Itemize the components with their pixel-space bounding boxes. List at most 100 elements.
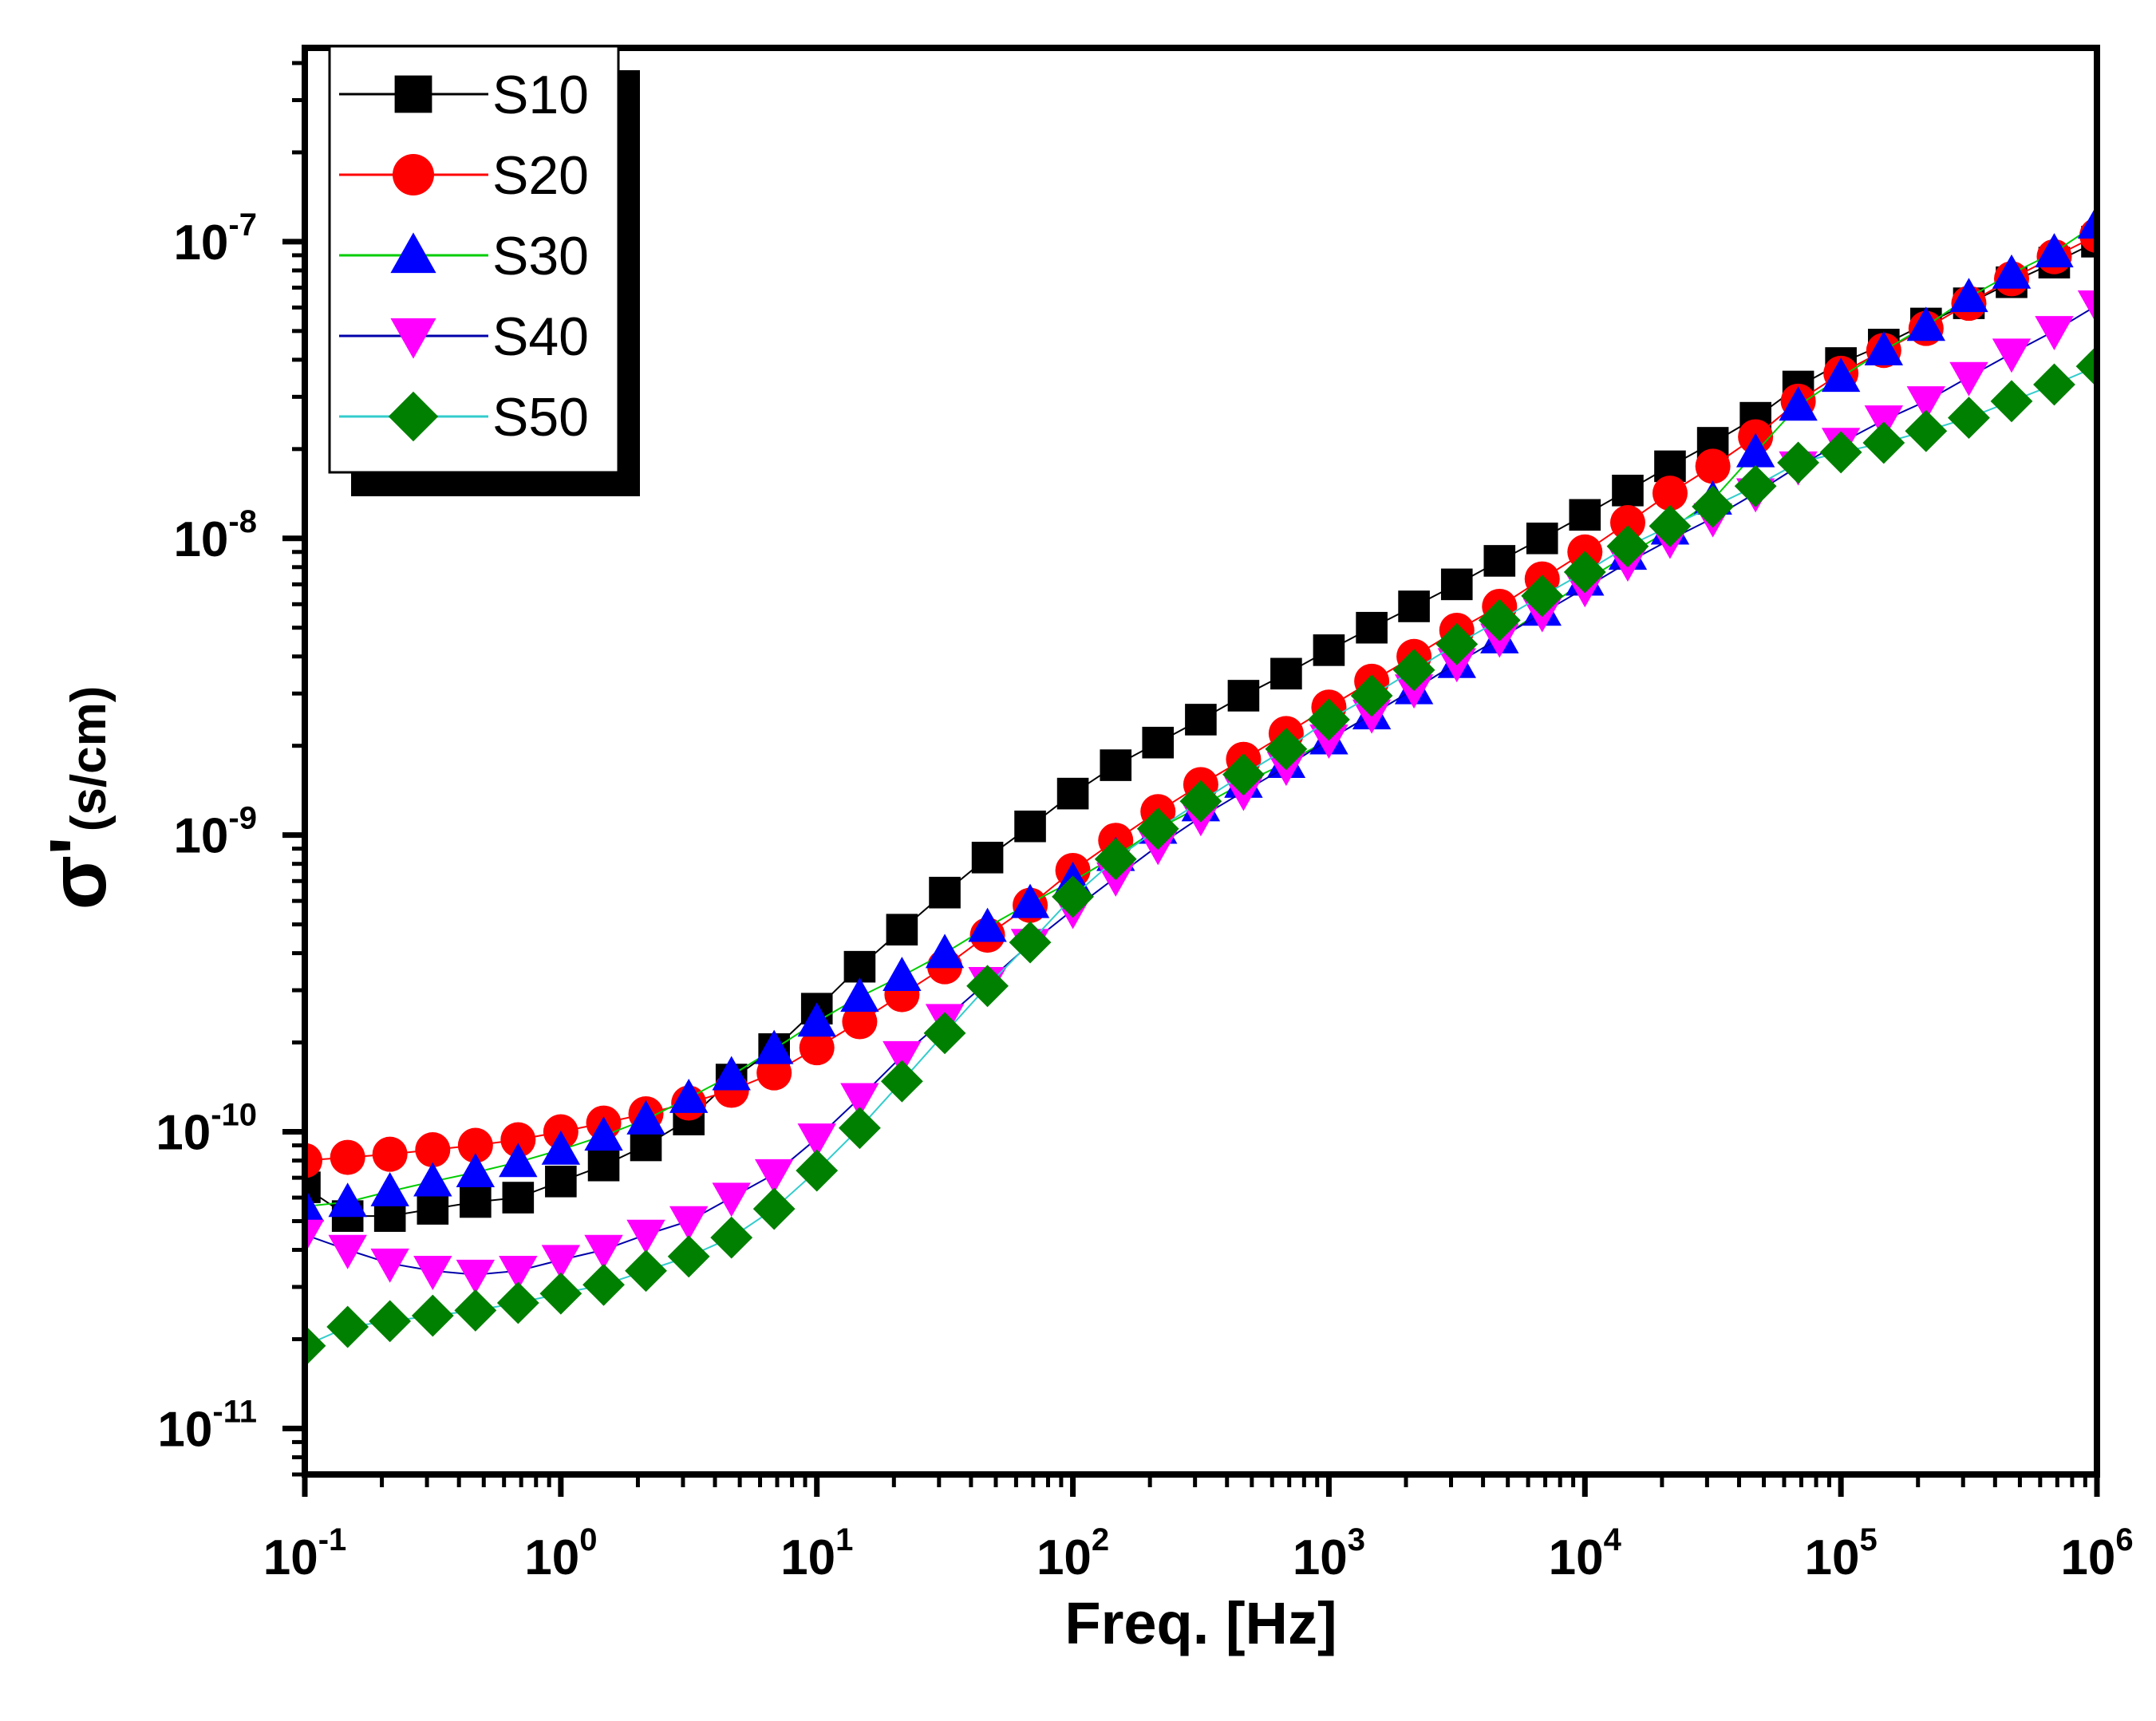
data-point <box>1819 431 1862 474</box>
data-point <box>1526 522 1558 555</box>
x-tick-label: 105 <box>1805 1522 1878 1585</box>
legend-label: S30 <box>492 226 589 286</box>
legend-marker <box>390 318 436 359</box>
data-point <box>1649 504 1692 547</box>
y-axis-title-group: σ'(s/cm) <box>34 686 123 910</box>
data-point <box>2077 290 2097 325</box>
x-tick-base: 10 <box>524 1530 579 1585</box>
data-point <box>966 965 1009 1008</box>
data-point <box>625 1249 667 1293</box>
x-tick-base: 10 <box>1805 1530 1860 1585</box>
data-point <box>2033 363 2075 406</box>
data-point <box>1398 590 1430 622</box>
data-point <box>1695 448 1731 484</box>
data-point <box>1864 331 1904 365</box>
data-point <box>305 1219 325 1254</box>
x-tick-label: 101 <box>780 1522 853 1585</box>
data-point <box>330 1139 365 1175</box>
data-point <box>1179 780 1222 823</box>
data-point <box>1435 622 1479 665</box>
data-point <box>840 977 879 1012</box>
legend-box <box>328 45 620 474</box>
data-point <box>752 1187 796 1230</box>
data-point <box>496 1281 539 1324</box>
legend-label: S20 <box>492 145 589 206</box>
data-point <box>499 1256 538 1290</box>
data-point <box>840 1083 879 1118</box>
data-point <box>305 1186 325 1222</box>
data-point <box>1478 598 1521 641</box>
data-point <box>1185 704 1217 736</box>
data-point <box>712 1182 751 1218</box>
data-point <box>305 1143 322 1178</box>
data-point <box>838 1107 881 1150</box>
data-point <box>1735 432 1775 468</box>
y-tick-exponent: -9 <box>228 801 257 836</box>
data-point <box>1692 485 1735 528</box>
data-point <box>541 1245 581 1280</box>
data-point <box>1270 657 1302 690</box>
x-tick-exponent: 2 <box>1092 1522 1109 1557</box>
y-tick-exponent: -10 <box>211 1098 257 1133</box>
data-point <box>1905 409 1948 452</box>
x-tick-base: 10 <box>2060 1530 2115 1585</box>
data-point <box>1992 254 2032 289</box>
data-point <box>1949 361 1988 397</box>
data-point <box>326 1305 369 1348</box>
y-tick-label: 10-10 <box>156 1098 257 1161</box>
legend-item: S30 <box>339 226 589 286</box>
data-point <box>1227 680 1260 712</box>
data-point <box>1949 278 1988 313</box>
series-layer <box>305 204 2097 1368</box>
data-point <box>968 907 1007 942</box>
x-tick-base: 10 <box>1293 1530 1348 1585</box>
x-tick-base: 10 <box>263 1530 318 1585</box>
series-s10 <box>305 226 2097 1232</box>
data-point <box>1948 397 1990 440</box>
data-point <box>328 1234 367 1269</box>
data-point <box>880 1060 923 1103</box>
data-point <box>626 1219 665 1254</box>
data-point <box>797 1123 836 1159</box>
data-point <box>883 1040 922 1076</box>
data-point <box>1356 611 1388 644</box>
y-tick-base: 10 <box>173 512 228 567</box>
data-point <box>1222 753 1265 796</box>
y-axis-title: σ'(s/cm) <box>34 686 123 910</box>
data-point <box>1609 505 1645 541</box>
data-point <box>929 876 961 909</box>
data-point <box>545 1166 577 1198</box>
data-point <box>2035 233 2074 268</box>
data-point <box>1350 674 1393 717</box>
data-point <box>413 1162 452 1197</box>
data-point <box>328 1182 367 1218</box>
data-point <box>1777 441 1820 484</box>
data-point <box>1569 499 1601 531</box>
y-tick-exponent: -8 <box>228 504 257 539</box>
data-point <box>842 1004 878 1040</box>
y-axis-title-symbol: σ' <box>34 836 123 910</box>
data-point <box>669 1206 709 1241</box>
y-tick-base: 10 <box>173 809 228 864</box>
data-point <box>796 1149 839 1192</box>
data-point <box>539 1272 582 1315</box>
y-tick-label: 10-7 <box>173 207 257 270</box>
data-point <box>456 1259 496 1294</box>
data-point <box>411 1294 454 1337</box>
plot-frame <box>302 45 2100 1478</box>
data-point <box>1734 464 1777 507</box>
data-point <box>1483 545 1516 577</box>
legend-label: S50 <box>492 387 589 448</box>
data-point <box>2077 204 2097 239</box>
data-point <box>712 1056 751 1091</box>
y-tick-exponent: -11 <box>212 1394 257 1429</box>
data-point <box>883 957 922 991</box>
data-point <box>456 1153 496 1188</box>
data-point <box>460 1186 492 1218</box>
x-tick-exponent: 6 <box>2115 1522 2133 1557</box>
y-tick-label: 10-11 <box>157 1394 257 1457</box>
data-point <box>797 1002 836 1037</box>
x-tick-label: 10-1 <box>263 1522 347 1585</box>
data-point <box>1010 883 1050 918</box>
